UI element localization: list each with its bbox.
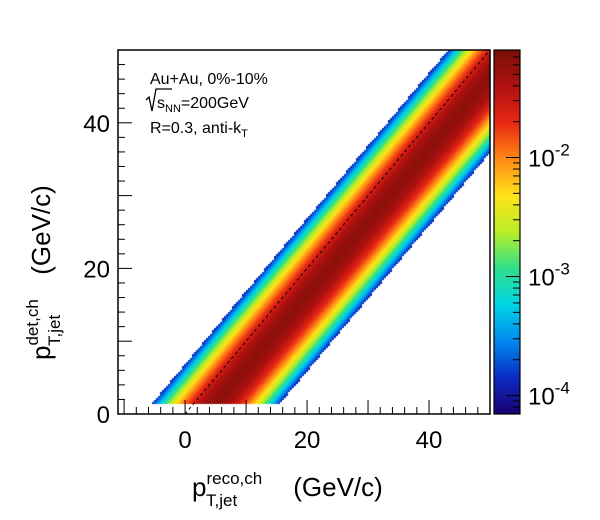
colorbar-ticks: 10-4 10-3 10-2 — [506, 49, 570, 415]
y-axis-ticks: 0 20 40 — [83, 49, 132, 429]
x-axis-main: p — [192, 472, 206, 502]
y-axis-title-group: pdet,ch T,jet (GeV/c) — [23, 185, 64, 360]
plot-frame — [117, 49, 491, 415]
legend-sqrt-sub: NN — [165, 103, 181, 115]
y-tick-label: 20 — [83, 256, 110, 283]
legend-algo: R=0.3, anti-k — [150, 120, 242, 137]
legend: Au+Au, 0%-10% sNN=200GeV R=0.3, anti-kT — [145, 71, 268, 140]
y-axis-title: pdet,ch T,jet (GeV/c) — [23, 185, 64, 360]
legend-sqrt-var: s — [157, 95, 165, 112]
x-axis-ticks: 0 20 40 — [123, 400, 491, 454]
svg-text:sNN=200GeV: sNN=200GeV — [157, 95, 249, 115]
legend-line-1: Au+Au, 0%-10% — [150, 71, 268, 88]
legend-algo-sub: T — [241, 128, 248, 140]
colorbar-tick-label: 10-4 — [528, 379, 570, 411]
legend-energy: =200GeV — [181, 95, 249, 112]
x-axis-sub: T,jet — [206, 491, 237, 510]
colorbar-tick-label: 10-2 — [528, 140, 570, 172]
colorbar — [493, 49, 521, 415]
x-axis-title: preco,ch T,jet (GeV/c) — [192, 469, 383, 510]
reference-diagonal-line — [184, 50, 490, 414]
y-axis-sub: T,jet — [45, 315, 64, 346]
heatmap — [118, 50, 490, 414]
y-tick-label: 0 — [97, 402, 110, 429]
x-tick-label: 40 — [416, 427, 443, 454]
y-axis-main: p — [26, 346, 56, 360]
x-axis-unit: (GeV/c) — [286, 472, 383, 502]
y-tick-label: 40 — [83, 111, 110, 138]
x-tick-label: 0 — [178, 427, 191, 454]
colorbar-tick-label: 10-3 — [528, 260, 570, 292]
sqrt-symbol — [145, 88, 172, 112]
y-axis-sup: det,ch — [23, 299, 42, 345]
x-tick-label: 20 — [294, 427, 321, 454]
legend-line-3: R=0.3, anti-kT — [150, 120, 248, 140]
legend-line-2: sNN=200GeV — [145, 88, 249, 115]
y-axis-unit: (GeV/c) — [26, 185, 56, 282]
x-axis-sup: reco,ch — [206, 469, 262, 488]
